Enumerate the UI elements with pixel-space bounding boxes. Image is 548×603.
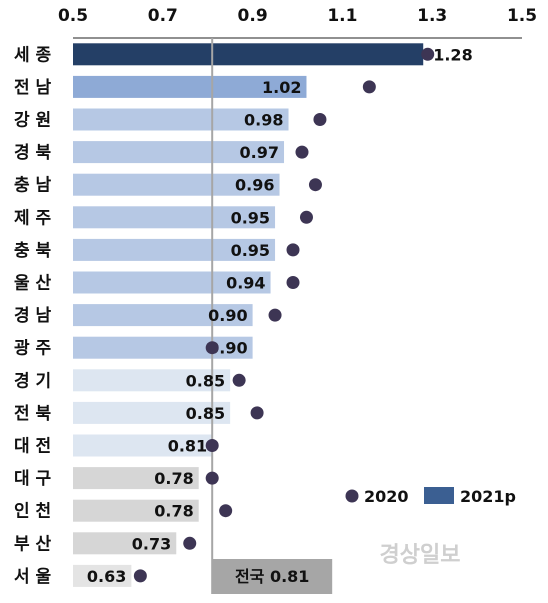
category-label: 강 원 xyxy=(14,111,51,131)
dot-2020 xyxy=(219,504,233,518)
dot-2020 xyxy=(295,145,309,159)
category-label: 전 남 xyxy=(14,78,52,98)
x-tick-label: 0.9 xyxy=(238,6,268,26)
legend: 2020 2021p xyxy=(345,487,516,506)
category-label: 인 천 xyxy=(14,502,51,522)
bar xyxy=(73,238,276,261)
dot-2020 xyxy=(308,178,322,192)
data-label: 0.63 xyxy=(87,567,126,586)
dot-2020 xyxy=(133,569,147,583)
x-tick-label: 1.3 xyxy=(417,6,447,26)
data-label: 0.98 xyxy=(244,111,283,130)
dot-2020 xyxy=(183,536,197,550)
legend-label-2021p: 2021p xyxy=(460,487,516,506)
category-label: 대 구 xyxy=(14,469,52,489)
bar xyxy=(73,336,253,359)
legend-bar-swatch xyxy=(424,487,454,504)
bar xyxy=(73,564,132,587)
bar xyxy=(73,499,199,522)
reference-label-box xyxy=(212,559,333,594)
bar xyxy=(73,467,199,490)
bar xyxy=(73,532,177,555)
x-tick-label: 0.5 xyxy=(58,6,88,26)
category-label: 충 남 xyxy=(14,176,52,196)
reference-label: 전국 0.81 xyxy=(235,567,310,586)
data-label: 0.97 xyxy=(240,143,279,162)
x-axis-ticks: 0.5 0.7 0.9 1.1 1.3 1.5 xyxy=(58,6,537,39)
dot-2020 xyxy=(250,406,264,420)
data-label: 0.73 xyxy=(132,534,171,553)
data-label: 1.28 xyxy=(433,45,472,64)
data-label: 0.95 xyxy=(231,208,270,227)
bar xyxy=(73,304,253,327)
category-label: 광 주 xyxy=(14,339,52,359)
dot-2020 xyxy=(205,471,219,485)
data-label: 0.78 xyxy=(154,469,193,488)
dot-2020 xyxy=(362,80,376,94)
x-tick-label: 1.5 xyxy=(507,6,537,26)
bar xyxy=(73,43,424,66)
data-label: 0.85 xyxy=(186,404,225,423)
data-label: 0.95 xyxy=(231,241,270,260)
category-label: 서 울 xyxy=(14,567,52,587)
data-label: 0.90 xyxy=(208,306,247,325)
data-label: 0.85 xyxy=(186,371,225,390)
category-label: 경 남 xyxy=(14,306,52,326)
bar xyxy=(73,271,271,294)
data-label: 0.78 xyxy=(154,502,193,521)
legend-label-2020: 2020 xyxy=(364,487,409,506)
category-label: 전 북 xyxy=(14,404,52,424)
bar xyxy=(73,173,280,196)
category-label: 제 주 xyxy=(14,208,52,228)
category-label: 충 북 xyxy=(14,241,52,261)
dot-2020 xyxy=(232,373,246,387)
dot-2020 xyxy=(286,243,300,257)
category-label: 부 산 xyxy=(14,534,52,554)
data-label: 0.90 xyxy=(208,339,247,358)
watermark: 경상일보 xyxy=(380,543,461,568)
bar xyxy=(73,108,289,131)
plot-area: 전국 0.81 1.28 1.02 0.98 0.97 0.96 0.95 0.95 0.94 0… xyxy=(73,38,473,594)
data-label: 0.96 xyxy=(235,176,274,195)
x-tick-label: 1.1 xyxy=(327,6,357,26)
bar xyxy=(73,206,276,229)
legend-dot-marker xyxy=(345,489,359,503)
category-labels: 세 종전 남강 원경 북충 남제 주충 북울 산경 남광 주경 기전 북대 전대… xyxy=(14,45,52,587)
bar xyxy=(73,141,285,164)
category-label: 세 종 xyxy=(14,45,52,65)
data-label: 0.81 xyxy=(168,437,207,456)
dot-2020 xyxy=(268,308,282,322)
dot-2020 xyxy=(286,276,300,289)
category-label: 대 전 xyxy=(14,437,51,457)
data-label: 0.94 xyxy=(226,274,265,293)
category-label: 경 북 xyxy=(14,143,52,163)
dot-2020 xyxy=(205,341,219,355)
bar xyxy=(73,75,307,98)
bar xyxy=(73,369,231,392)
data-label: 1.02 xyxy=(262,78,301,97)
x-tick-label: 0.7 xyxy=(148,6,178,26)
dot-2020 xyxy=(205,439,219,452)
dot-2020 xyxy=(313,113,327,126)
dot-2020 xyxy=(299,210,313,224)
category-label: 울 산 xyxy=(14,274,52,294)
bar xyxy=(73,401,231,424)
category-label: 경 기 xyxy=(14,371,51,391)
bar xyxy=(73,434,213,457)
dot-2020 xyxy=(421,47,435,61)
